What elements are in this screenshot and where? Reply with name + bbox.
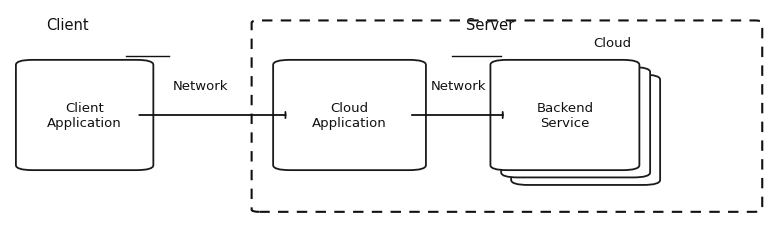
Text: Client
Application: Client Application [47,102,122,129]
Text: Client: Client [46,18,89,33]
FancyBboxPatch shape [16,61,154,170]
FancyBboxPatch shape [490,61,639,170]
Text: Network: Network [172,80,228,93]
FancyBboxPatch shape [501,68,650,178]
Text: Network: Network [431,80,486,93]
FancyBboxPatch shape [511,75,660,185]
Text: Server: Server [466,18,514,33]
FancyBboxPatch shape [273,61,426,170]
Text: Backend
Service: Backend Service [537,102,594,129]
Text: Cloud: Cloud [594,37,631,50]
Text: Cloud
Application: Cloud Application [312,102,387,129]
